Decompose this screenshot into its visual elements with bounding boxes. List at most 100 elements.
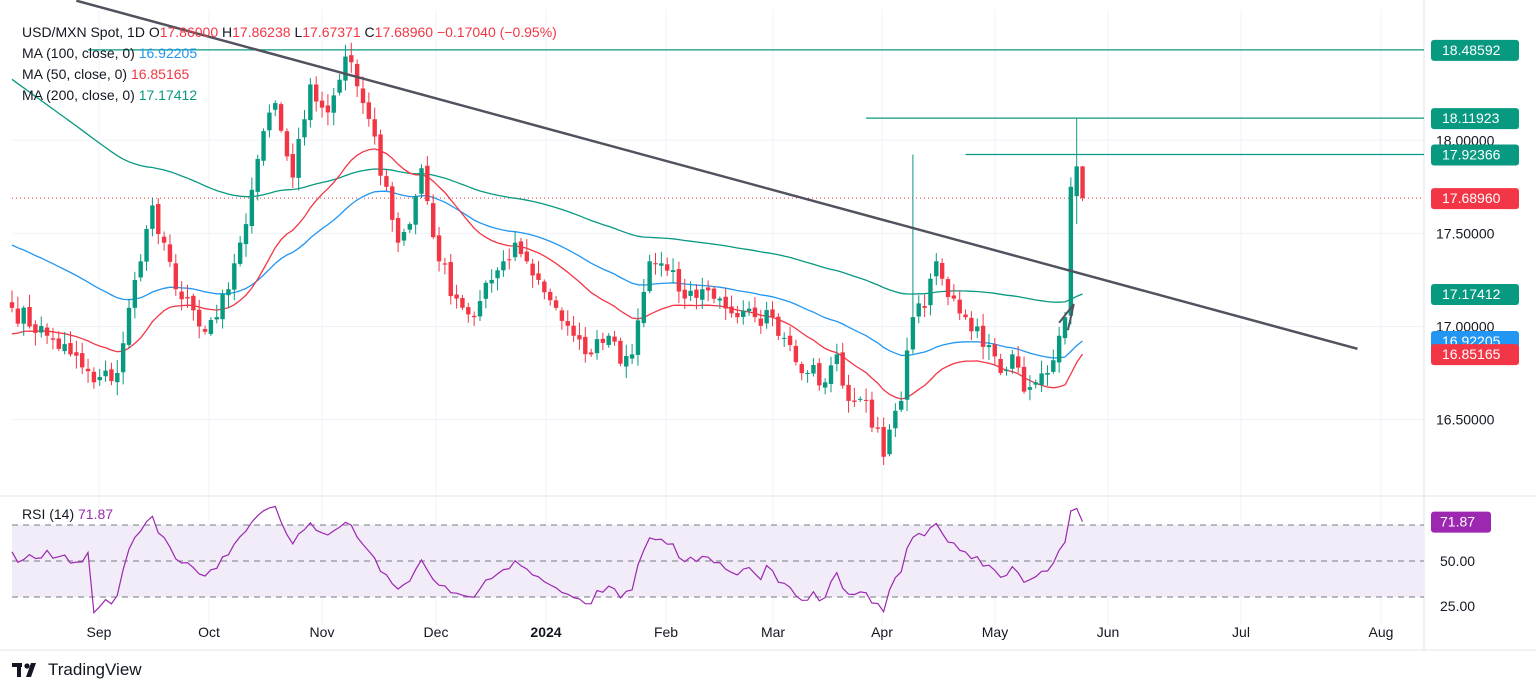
candle-body (407, 224, 412, 230)
candle-body (97, 376, 102, 381)
candle (752, 297, 758, 323)
ma200-value: 17.17412 (138, 87, 198, 103)
candle (1004, 366, 1009, 376)
descending-trendline (76, 0, 1358, 351)
candle-body (425, 165, 430, 202)
candle-body (618, 340, 623, 364)
candle (319, 91, 325, 118)
time-tick-label: Mar (761, 624, 785, 640)
candle (992, 337, 997, 366)
candle-body (85, 368, 91, 372)
candle (85, 358, 91, 383)
ma100-label: MA (100, close, 0) (22, 45, 135, 61)
candle (325, 94, 331, 126)
legend-ma100[interactable]: MA (100, close, 0) 16.92205 (22, 43, 197, 64)
legend-ma50[interactable]: MA (50, close, 0) 16.85165 (22, 64, 189, 85)
candle-body (998, 358, 1003, 373)
candle-body (144, 228, 149, 262)
price-label: 18.48592 (1431, 39, 1519, 61)
time-tick-label: Feb (654, 624, 678, 640)
candle-body (366, 102, 372, 119)
candle-body (875, 427, 880, 429)
candle (44, 323, 50, 344)
candle (659, 251, 664, 277)
candle-body (980, 325, 986, 347)
candle (226, 282, 231, 309)
candle (103, 360, 108, 382)
candle (711, 286, 717, 304)
trendline[interactable] (76, 0, 1358, 351)
candle (1027, 375, 1033, 401)
candle-body (951, 295, 957, 299)
candle-body (431, 203, 436, 238)
candle-body (594, 339, 600, 354)
candle (144, 225, 149, 271)
candle-body (635, 320, 641, 355)
candle (881, 417, 886, 466)
candle-body (501, 261, 506, 271)
candle (758, 309, 763, 334)
candle (372, 107, 377, 145)
candle-body (963, 314, 968, 318)
time-tick-label: Nov (310, 624, 335, 640)
candle-body (343, 56, 348, 81)
candle-body (507, 259, 512, 261)
candle (916, 295, 921, 324)
candle-body (647, 261, 652, 292)
rsi-value: 71.87 (78, 506, 114, 522)
candle (1068, 177, 1074, 325)
candle-body (588, 352, 594, 355)
candle (647, 254, 652, 294)
candle-body (495, 270, 500, 279)
candle (899, 391, 904, 413)
candle (278, 102, 284, 133)
legend-rsi[interactable]: RSI (14) 71.87 (22, 504, 113, 525)
candle-body (887, 429, 892, 455)
candle (314, 76, 319, 112)
candle (489, 269, 494, 293)
price-axis: 16.50000 17.00000 17.50000 18.00000 50.00 25.… (1436, 132, 1495, 614)
candle (273, 100, 278, 117)
price-label: 17.68960 (1431, 188, 1519, 210)
candle (869, 391, 875, 433)
candle-body (273, 103, 278, 110)
candle (735, 306, 740, 324)
candle-body (1039, 373, 1044, 385)
candle-body (583, 336, 588, 355)
candle (431, 194, 436, 240)
candle (214, 304, 219, 324)
candle (39, 316, 44, 338)
candle (243, 213, 249, 257)
price-tick-label: 18.00000 (1436, 132, 1495, 148)
ma100-line (11, 190, 1083, 359)
candle-body (120, 343, 126, 373)
candle (746, 301, 752, 316)
candle-body (267, 112, 272, 131)
candle (717, 296, 723, 309)
price-tick-label: 17.50000 (1436, 225, 1495, 241)
tradingview-logo[interactable]: TradingView (12, 660, 142, 680)
candle (126, 298, 132, 349)
candle-body (606, 335, 611, 346)
candle (904, 337, 910, 412)
candle-body (659, 263, 664, 266)
candle (161, 231, 167, 251)
candle-body (161, 236, 167, 243)
horizontal-levels[interactable] (12, 49, 1424, 199)
candle (624, 344, 629, 379)
candle-body (354, 63, 360, 87)
candle-body (945, 279, 951, 298)
legend-ma200[interactable]: MA (200, close, 0) 17.17412 (22, 85, 197, 106)
candle-body (863, 399, 869, 401)
candle-body (553, 300, 559, 308)
candle-body (852, 400, 857, 402)
candle (343, 44, 348, 91)
candle-body (138, 261, 143, 278)
ma50-value: 16.85165 (130, 66, 190, 82)
candle (501, 250, 506, 277)
candle (1051, 349, 1056, 374)
candle-body (992, 344, 997, 357)
price-label: 18.11923 (1431, 108, 1519, 130)
legend-low: 17.67371 (302, 24, 361, 40)
